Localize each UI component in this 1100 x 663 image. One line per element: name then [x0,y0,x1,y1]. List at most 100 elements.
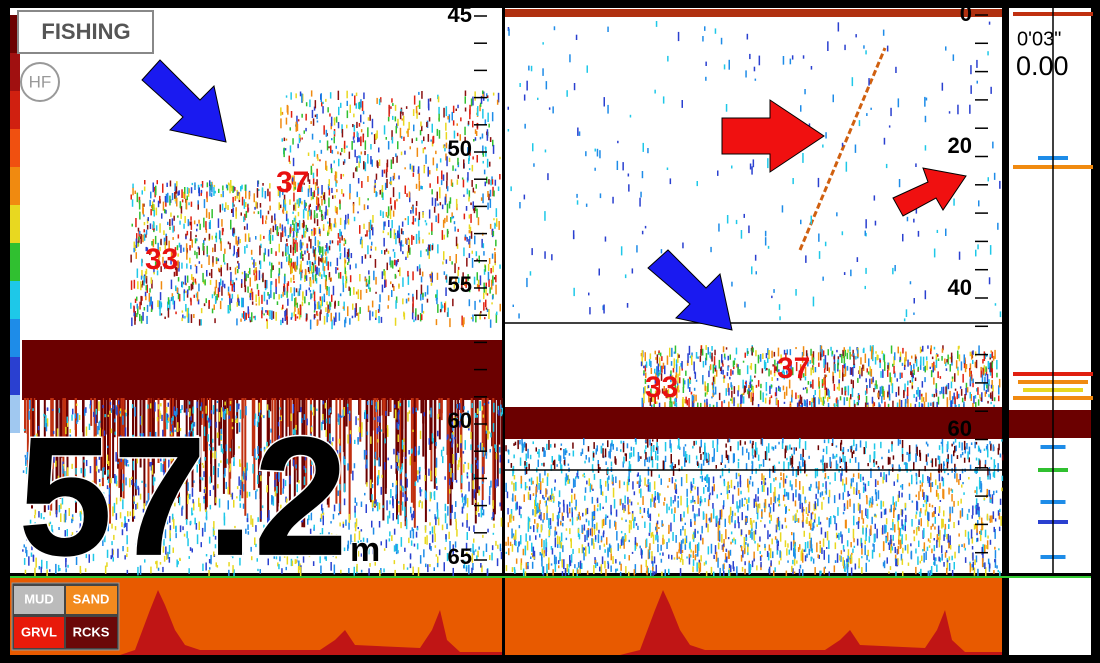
echo [150,296,152,305]
echo [150,499,153,506]
echo [282,207,285,214]
echo [151,439,154,445]
echo [991,391,994,401]
echo [278,514,280,524]
echo [140,275,143,280]
echo [770,395,773,399]
echo [399,469,402,474]
echo [892,464,894,472]
echo [178,261,180,272]
echo [482,466,484,475]
echo [357,211,359,214]
echo [920,356,922,366]
echo [377,162,379,169]
echo-streak [218,398,221,446]
echo [472,201,474,209]
echo [134,406,136,417]
echo [827,396,829,402]
echo [980,370,982,378]
bottom-echo [22,335,502,400]
echo [323,266,326,271]
echo [465,278,467,288]
echo [694,372,697,379]
echo [160,403,162,407]
echo [462,179,465,188]
echo [83,477,86,483]
echo [177,277,180,282]
echo-streak [172,398,175,494]
echo [79,565,82,573]
echo [870,368,873,377]
echo [479,104,481,112]
echo [99,427,101,437]
echo [547,173,549,181]
echo [434,514,436,520]
echo [267,188,269,197]
echo [335,171,338,179]
echo [327,246,329,254]
echo [114,474,116,484]
echo [748,389,750,399]
echo [254,537,256,545]
echo [407,128,409,137]
echo [216,294,218,301]
echo [492,500,494,509]
echo [854,144,857,153]
echo [109,410,111,414]
echo [293,204,295,211]
echo [507,106,509,110]
echo [313,249,315,257]
echo [132,434,134,440]
echo [436,128,439,136]
echo [260,475,262,482]
echo [981,374,984,382]
echo [390,260,392,268]
echo [494,252,496,262]
echo [230,493,232,498]
echo [831,350,834,355]
echo [236,403,238,413]
echo [165,500,167,504]
echo [138,199,141,210]
echo [370,436,372,444]
echo [403,563,405,570]
echo [178,242,181,248]
echo [294,427,296,438]
echo [861,367,863,377]
echo [627,173,630,177]
echo [254,315,256,321]
echo [904,357,906,365]
echo [452,544,454,555]
echo [389,209,392,219]
echo [838,379,840,385]
echo [491,179,494,185]
echo [782,367,785,373]
echo [436,486,438,491]
echo [780,354,782,365]
echo [399,111,402,120]
echo [764,397,767,404]
echo [137,487,140,496]
echo [55,460,57,467]
echo [678,354,680,358]
echo [882,386,884,397]
echo [479,275,482,286]
echo [253,316,255,319]
echo [319,517,322,522]
echo [158,300,161,310]
echo [577,127,579,136]
echo [734,357,736,361]
echo-streak [288,398,291,520]
echo [326,289,328,296]
echo [156,180,158,185]
echo [969,351,972,357]
echo [392,283,394,288]
echo [231,492,234,500]
echo [322,515,324,526]
echo [452,425,454,431]
echo [296,265,298,270]
echo [367,205,369,210]
echo [340,102,342,108]
echo [193,294,195,298]
echo [448,114,451,123]
